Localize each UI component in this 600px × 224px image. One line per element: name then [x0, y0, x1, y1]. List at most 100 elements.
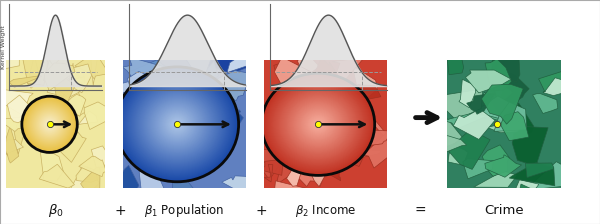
Polygon shape	[493, 79, 512, 102]
Ellipse shape	[298, 106, 339, 143]
Ellipse shape	[277, 87, 359, 162]
Ellipse shape	[155, 104, 199, 144]
Polygon shape	[61, 130, 86, 162]
Polygon shape	[217, 120, 236, 151]
Polygon shape	[44, 63, 75, 91]
Ellipse shape	[42, 117, 57, 132]
Polygon shape	[445, 114, 488, 128]
Ellipse shape	[149, 99, 205, 150]
Ellipse shape	[145, 94, 210, 155]
Polygon shape	[22, 52, 48, 85]
Ellipse shape	[24, 99, 75, 150]
Ellipse shape	[160, 108, 194, 141]
Ellipse shape	[126, 76, 229, 172]
Ellipse shape	[48, 123, 51, 126]
Ellipse shape	[313, 120, 323, 129]
Ellipse shape	[306, 113, 331, 135]
Polygon shape	[436, 136, 467, 155]
Polygon shape	[56, 110, 66, 125]
Ellipse shape	[40, 115, 59, 134]
Ellipse shape	[127, 78, 227, 171]
Ellipse shape	[304, 112, 332, 137]
Text: Crime: Crime	[484, 204, 524, 217]
Ellipse shape	[128, 78, 226, 170]
Polygon shape	[277, 65, 295, 83]
Ellipse shape	[123, 73, 232, 175]
Ellipse shape	[133, 83, 221, 166]
Ellipse shape	[38, 113, 61, 136]
Polygon shape	[328, 135, 374, 144]
Polygon shape	[203, 95, 239, 112]
Polygon shape	[212, 106, 230, 131]
Ellipse shape	[140, 90, 214, 159]
Ellipse shape	[316, 123, 320, 126]
Polygon shape	[309, 151, 341, 181]
Polygon shape	[172, 168, 199, 197]
Ellipse shape	[32, 107, 67, 142]
Ellipse shape	[47, 121, 52, 127]
Polygon shape	[181, 69, 221, 95]
Ellipse shape	[46, 121, 53, 128]
Ellipse shape	[45, 120, 54, 129]
Ellipse shape	[268, 79, 368, 169]
Ellipse shape	[270, 81, 366, 168]
Ellipse shape	[157, 105, 197, 144]
Ellipse shape	[313, 119, 324, 129]
Ellipse shape	[139, 89, 215, 160]
Ellipse shape	[136, 86, 218, 163]
Ellipse shape	[167, 115, 187, 134]
Polygon shape	[487, 120, 526, 133]
Ellipse shape	[278, 88, 359, 161]
Polygon shape	[284, 137, 323, 151]
Ellipse shape	[315, 122, 321, 127]
Ellipse shape	[152, 101, 202, 147]
Ellipse shape	[146, 96, 208, 153]
Polygon shape	[222, 176, 253, 198]
Ellipse shape	[47, 122, 52, 127]
Ellipse shape	[132, 82, 222, 166]
Polygon shape	[182, 77, 204, 104]
Polygon shape	[192, 150, 229, 162]
Ellipse shape	[280, 90, 356, 158]
Polygon shape	[512, 127, 548, 166]
Ellipse shape	[142, 92, 212, 157]
Polygon shape	[9, 76, 42, 88]
Polygon shape	[509, 163, 555, 186]
Ellipse shape	[267, 78, 369, 170]
Ellipse shape	[124, 75, 230, 174]
Polygon shape	[448, 144, 468, 165]
Polygon shape	[169, 87, 199, 108]
Ellipse shape	[169, 117, 185, 132]
Polygon shape	[264, 164, 273, 182]
Ellipse shape	[119, 70, 236, 179]
Ellipse shape	[39, 114, 60, 135]
Ellipse shape	[165, 113, 190, 136]
Ellipse shape	[291, 100, 346, 149]
Ellipse shape	[161, 109, 194, 140]
Polygon shape	[207, 154, 226, 166]
Polygon shape	[510, 103, 534, 138]
Ellipse shape	[262, 73, 374, 175]
Polygon shape	[346, 129, 391, 146]
Polygon shape	[308, 161, 328, 187]
Polygon shape	[274, 64, 301, 80]
Polygon shape	[481, 84, 523, 124]
Polygon shape	[36, 122, 70, 144]
Text: $\beta_2$ Income: $\beta_2$ Income	[295, 202, 356, 219]
Ellipse shape	[317, 123, 319, 125]
Ellipse shape	[28, 102, 72, 147]
Polygon shape	[485, 155, 521, 177]
Polygon shape	[321, 83, 347, 121]
Ellipse shape	[265, 76, 372, 173]
Ellipse shape	[305, 112, 331, 136]
Ellipse shape	[300, 108, 336, 140]
Polygon shape	[459, 79, 476, 108]
Ellipse shape	[34, 109, 65, 140]
Ellipse shape	[311, 118, 326, 131]
Ellipse shape	[175, 122, 179, 126]
Ellipse shape	[44, 118, 56, 130]
Polygon shape	[127, 71, 163, 91]
Ellipse shape	[278, 88, 358, 160]
Ellipse shape	[37, 111, 62, 138]
Ellipse shape	[284, 94, 352, 155]
